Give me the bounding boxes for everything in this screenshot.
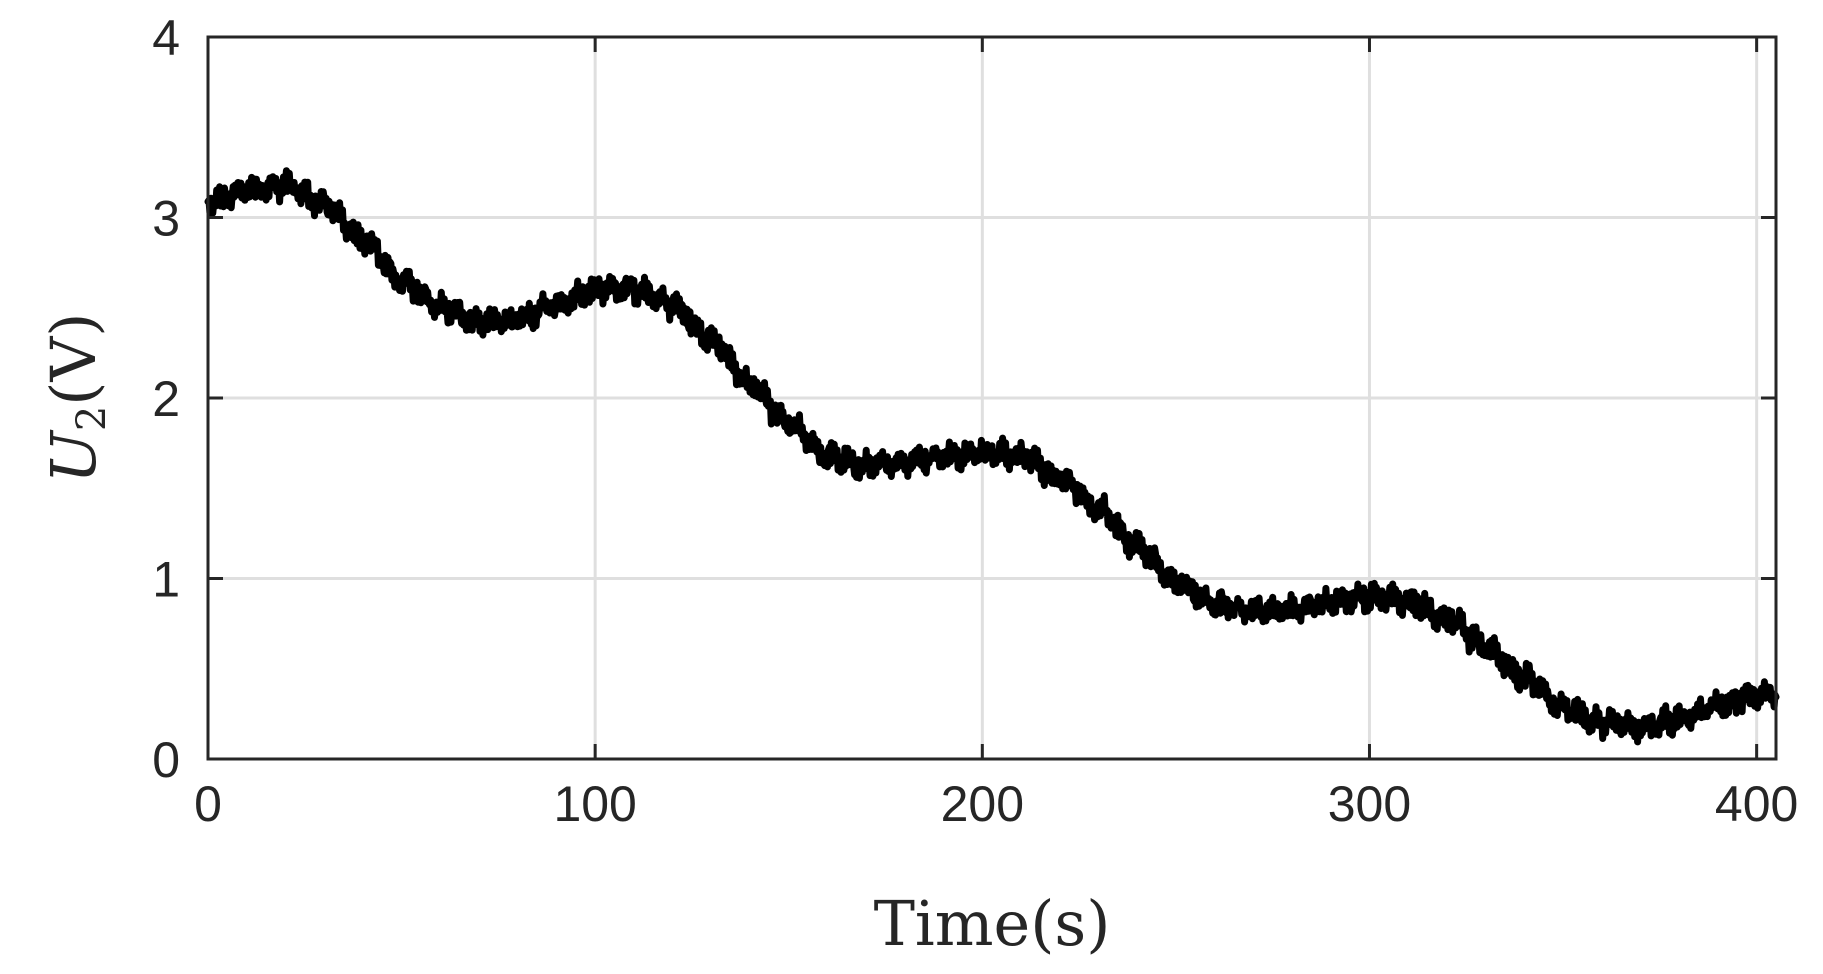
x-tick-label: 0: [194, 776, 222, 832]
y-axis-unit: (V): [37, 313, 110, 406]
x-tick-label: 400: [1715, 776, 1798, 832]
x-tick-label: 100: [553, 776, 636, 832]
grid: [208, 37, 1776, 759]
x-tick-labels: 0 100 200 300 400: [194, 776, 1798, 832]
y-tick-label: 0: [152, 732, 180, 788]
y-tick-label: 1: [152, 552, 180, 608]
x-axis-label: Time(s): [874, 887, 1111, 960]
y-tick-label: 3: [152, 191, 180, 247]
series-line: [204, 167, 1780, 746]
y-tick-labels: 0 1 2 3 4: [152, 10, 180, 788]
y-tick-label: 4: [152, 10, 180, 66]
series-layer: [204, 167, 1780, 746]
y-axis-symbol: U: [37, 429, 110, 483]
x-tick-label: 200: [941, 776, 1024, 832]
tick-marks: [206, 35, 1776, 761]
y-axis-subscript: 2: [69, 406, 115, 431]
x-tick-label: 300: [1328, 776, 1411, 832]
y-tick-label: 2: [152, 371, 180, 427]
y-axis-label: U2(V): [37, 313, 115, 484]
